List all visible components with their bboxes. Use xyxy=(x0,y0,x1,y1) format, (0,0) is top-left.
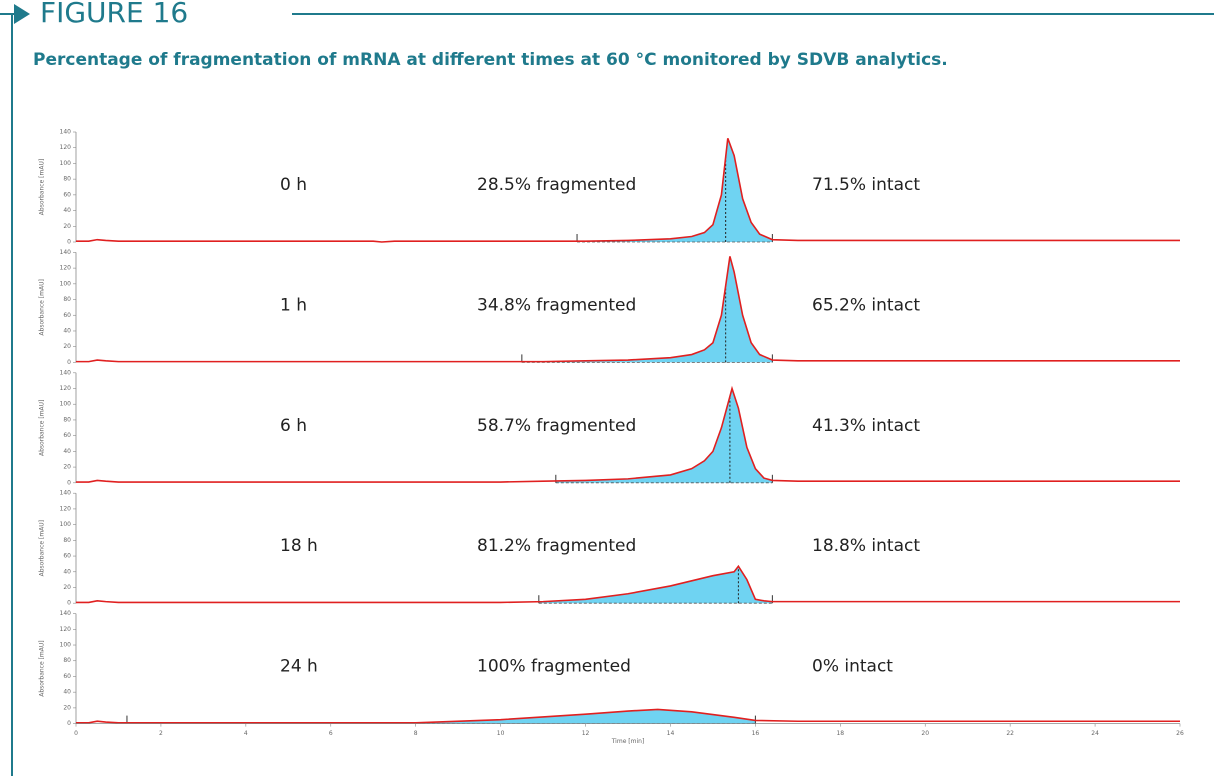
y-tick-label: 40 xyxy=(63,448,71,455)
x-tick-label: 14 xyxy=(667,730,675,737)
y-axis-label: Absorbance [mAU] xyxy=(39,640,46,696)
x-tick-label: 6 xyxy=(329,730,333,737)
y-tick-label: 120 xyxy=(60,505,72,512)
y-tick-label: 20 xyxy=(63,223,71,230)
y-tick-label: 0 xyxy=(67,479,71,486)
intact-label: 65.2% intact xyxy=(812,295,920,315)
fragmented-label: 28.5% fragmented xyxy=(477,175,636,195)
y-tick-label: 120 xyxy=(60,144,72,151)
caption: Percentage of fragmentation of mRNA at d… xyxy=(33,50,948,70)
y-tick-label: 120 xyxy=(60,626,72,633)
x-tick-label: 4 xyxy=(244,730,248,737)
x-tick-label: 12 xyxy=(582,730,590,737)
y-tick-label: 0 xyxy=(67,359,71,366)
time-label: 6 h xyxy=(280,416,307,436)
integrated-area xyxy=(538,566,773,604)
y-tick-label: 60 xyxy=(63,673,71,680)
fragmented-label: 100% fragmented xyxy=(477,657,631,677)
y-tick-label: 80 xyxy=(63,416,71,423)
y-tick-label: 60 xyxy=(63,191,71,198)
x-axis-label: Time [min] xyxy=(611,738,645,745)
fragmented-label: 81.2% fragmented xyxy=(477,536,636,556)
y-tick-label: 80 xyxy=(63,657,71,664)
trace xyxy=(76,564,1180,604)
y-tick-label: 80 xyxy=(63,176,71,183)
integrated-area xyxy=(555,388,773,483)
x-tick-label: 0 xyxy=(74,730,78,737)
y-tick-label: 120 xyxy=(60,385,72,392)
y-tick-label: 140 xyxy=(60,249,72,256)
y-tick-label: 20 xyxy=(63,584,71,591)
integrated-area xyxy=(577,138,773,242)
y-tick-label: 80 xyxy=(63,296,71,303)
time-label: 1 h xyxy=(280,295,307,315)
y-tick-label: 100 xyxy=(60,521,72,528)
x-tick-label: 22 xyxy=(1006,730,1014,737)
time-label: 0 h xyxy=(280,175,307,195)
y-tick-label: 120 xyxy=(60,265,72,272)
integrated-area xyxy=(521,256,773,363)
y-tick-label: 80 xyxy=(63,537,71,544)
x-tick-label: 16 xyxy=(752,730,760,737)
y-tick-label: 20 xyxy=(63,343,71,350)
y-tick-label: 100 xyxy=(60,280,72,287)
y-tick-label: 140 xyxy=(60,129,72,136)
y-tick-label: 0 xyxy=(67,239,71,246)
y-tick-label: 60 xyxy=(63,553,71,560)
trace xyxy=(76,138,1180,243)
x-tick-label: 2 xyxy=(159,730,163,737)
y-tick-label: 100 xyxy=(60,160,72,167)
y-tick-label: 140 xyxy=(60,369,72,376)
y-tick-label: 60 xyxy=(63,432,71,439)
trace xyxy=(76,708,1180,724)
fragmented-label: 34.8% fragmented xyxy=(477,295,636,315)
y-tick-label: 40 xyxy=(63,207,71,214)
x-tick-label: 18 xyxy=(836,730,844,737)
arrow-icon xyxy=(14,4,30,24)
y-axis-label: Absorbance [mAU] xyxy=(39,520,46,576)
intact-label: 18.8% intact xyxy=(812,536,920,556)
y-tick-label: 40 xyxy=(63,689,71,696)
y-tick-label: 0 xyxy=(67,600,71,607)
x-tick-label: 10 xyxy=(497,730,505,737)
figure-label: FIGURE 16 xyxy=(40,0,188,29)
intact-label: 0% intact xyxy=(812,657,893,677)
y-tick-label: 40 xyxy=(63,327,71,334)
intact-label: 71.5% intact xyxy=(812,175,920,195)
integrated-area xyxy=(126,709,756,724)
y-tick-label: 40 xyxy=(63,568,71,575)
y-tick-label: 20 xyxy=(63,464,71,471)
time-label: 18 h xyxy=(280,536,318,556)
trace xyxy=(76,256,1180,363)
intact-label: 41.3% intact xyxy=(812,416,920,436)
time-label: 24 h xyxy=(280,657,318,677)
trace xyxy=(76,385,1180,483)
y-tick-label: 100 xyxy=(60,401,72,408)
x-tick-label: 20 xyxy=(921,730,929,737)
x-tick-label: 26 xyxy=(1176,730,1184,737)
y-tick-label: 20 xyxy=(63,704,71,711)
y-tick-label: 60 xyxy=(63,312,71,319)
y-tick-label: 140 xyxy=(60,490,72,497)
x-tick-label: 24 xyxy=(1091,730,1099,737)
y-tick-label: 140 xyxy=(60,610,72,617)
y-axis-label: Absorbance [mAU] xyxy=(39,279,46,335)
x-tick-label: 8 xyxy=(414,730,418,737)
fragmented-label: 58.7% fragmented xyxy=(477,416,636,436)
y-axis-label: Absorbance [mAU] xyxy=(39,400,46,456)
y-axis-label: Absorbance [mAU] xyxy=(39,159,46,215)
y-tick-label: 0 xyxy=(67,720,71,727)
y-tick-label: 100 xyxy=(60,642,72,649)
